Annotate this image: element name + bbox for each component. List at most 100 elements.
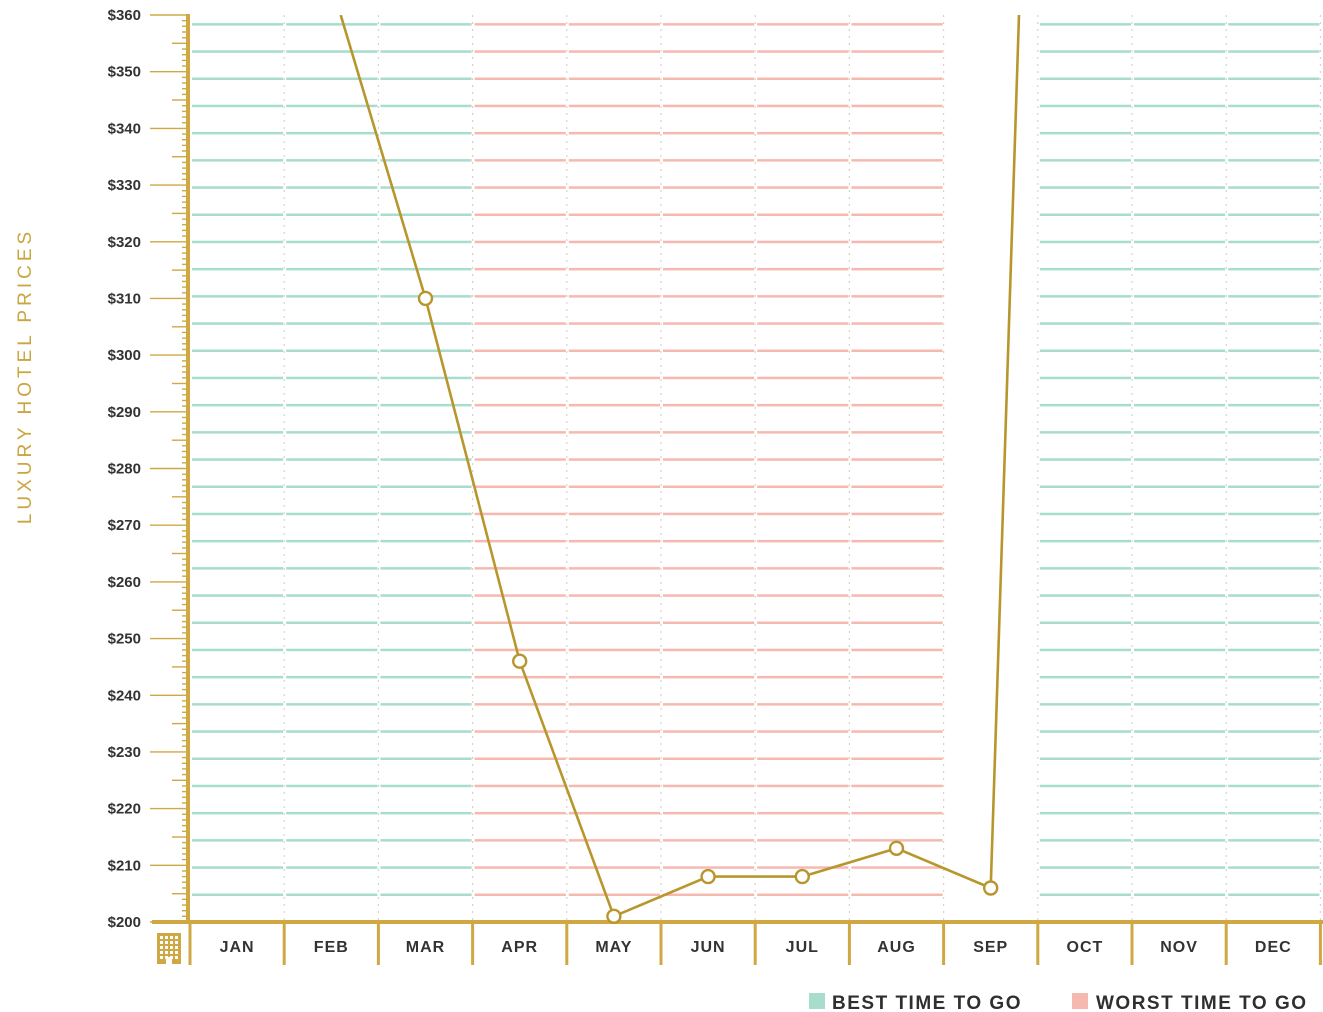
band-stripe xyxy=(1039,186,1131,189)
band-stripe xyxy=(1039,757,1131,760)
band-stripe xyxy=(1134,349,1226,352)
band-stripe xyxy=(474,104,566,108)
legend-best-label: BEST TIME TO GO xyxy=(832,993,1022,1012)
building-window xyxy=(175,956,178,959)
building-window xyxy=(160,951,163,954)
band-stripe xyxy=(286,512,378,516)
band-stripe xyxy=(380,403,472,407)
band-stripe xyxy=(851,267,943,271)
band-stripe xyxy=(851,512,943,516)
band-stripe xyxy=(663,648,755,652)
band-stripe xyxy=(192,811,284,815)
band-stripe xyxy=(568,703,660,706)
band-stripe xyxy=(1039,893,1131,896)
band-stripe xyxy=(851,159,943,162)
y-tick-label: $240 xyxy=(108,687,141,704)
band-stripe xyxy=(568,784,660,788)
band-stripe xyxy=(757,594,849,597)
price-series xyxy=(339,15,1021,924)
band-stripe xyxy=(1039,376,1131,380)
band-stripe xyxy=(663,23,755,26)
legend: BEST TIME TO GO WORST TIME TO GO xyxy=(809,993,1306,1012)
month-label: MAR xyxy=(406,939,445,956)
month-label: JAN xyxy=(220,939,255,956)
band-stripe xyxy=(286,866,378,869)
band-stripe xyxy=(380,784,472,788)
band-stripe xyxy=(851,458,943,461)
band-stripe xyxy=(851,104,943,108)
y-tick-label: $260 xyxy=(108,574,141,591)
band-stripe xyxy=(568,186,660,189)
band-stripe xyxy=(568,567,660,570)
band-stripe xyxy=(757,376,849,380)
band-stripe xyxy=(474,403,566,407)
band-stripe xyxy=(1134,703,1226,706)
y-tick-label: $200 xyxy=(108,914,141,931)
month-label: APR xyxy=(501,939,538,956)
band-stripe xyxy=(380,131,472,135)
band-stripe xyxy=(1134,403,1226,407)
band-stripe xyxy=(663,757,755,760)
band-stripe xyxy=(380,567,472,570)
band-stripe xyxy=(757,295,849,298)
band-stripe xyxy=(286,567,378,570)
band-stripe xyxy=(1039,458,1131,461)
band-stripe xyxy=(757,23,849,26)
band-stripe xyxy=(380,512,472,516)
band-stripe xyxy=(474,267,566,271)
band-stripe xyxy=(192,403,284,407)
band-stripe xyxy=(757,485,849,488)
band-stripe xyxy=(192,267,284,271)
band-stripe xyxy=(1039,485,1131,488)
band-stripe xyxy=(192,648,284,652)
band-stripe xyxy=(757,349,849,352)
building-window xyxy=(165,946,168,949)
band-stripe xyxy=(1039,104,1131,108)
band-stripe xyxy=(286,539,378,543)
band-stripe xyxy=(757,267,849,271)
band-stripe xyxy=(1228,839,1320,842)
band-stripe xyxy=(286,675,378,679)
band-stripe xyxy=(380,240,472,244)
band-jun-worst xyxy=(663,23,755,896)
month-label: NOV xyxy=(1160,939,1198,956)
band-stripe xyxy=(851,50,943,53)
band-stripe xyxy=(286,648,378,652)
band-stripe xyxy=(474,23,566,26)
band-stripe xyxy=(1134,104,1226,108)
band-stripe xyxy=(568,131,660,135)
band-stripe xyxy=(568,267,660,271)
band-stripe xyxy=(1228,866,1320,869)
band-stripe xyxy=(568,811,660,815)
band-stripe xyxy=(568,621,660,624)
building-window xyxy=(165,951,168,954)
band-stripe xyxy=(851,839,943,842)
building-window xyxy=(175,946,178,949)
band-stripe xyxy=(1228,50,1320,53)
band-stripe xyxy=(286,376,378,380)
band-stripe xyxy=(757,703,849,706)
band-stripe xyxy=(757,403,849,407)
band-stripe xyxy=(474,131,566,135)
band-stripe xyxy=(1228,648,1320,652)
band-stripe xyxy=(757,104,849,108)
band-stripe xyxy=(663,703,755,706)
band-stripe xyxy=(663,512,755,516)
band-stripe xyxy=(663,730,755,733)
band-stripe xyxy=(568,50,660,53)
band-stripe xyxy=(1228,349,1320,352)
band-stripe xyxy=(1039,621,1131,624)
band-stripe xyxy=(1228,621,1320,624)
band-stripe xyxy=(474,675,566,679)
band-nov-best xyxy=(1134,23,1226,896)
band-stripe xyxy=(1039,703,1131,706)
band-stripe xyxy=(1039,784,1131,788)
band-stripe xyxy=(192,458,284,461)
band-stripe xyxy=(192,50,284,53)
band-stripe xyxy=(1134,539,1226,543)
band-stripe xyxy=(568,322,660,325)
band-stripe xyxy=(286,594,378,597)
month-label: DEC xyxy=(1255,939,1292,956)
band-stripe xyxy=(286,893,378,896)
band-stripe xyxy=(663,458,755,461)
